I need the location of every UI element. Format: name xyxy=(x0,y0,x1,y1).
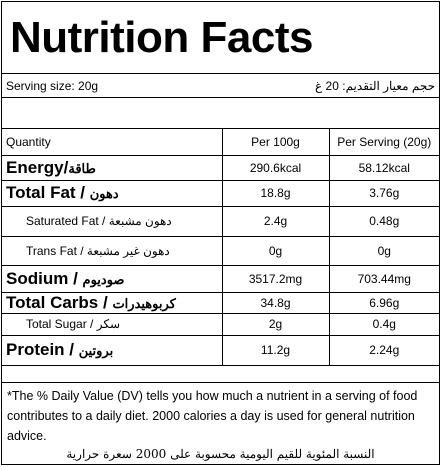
nutrient-name-ar: صوديوم xyxy=(82,271,125,287)
nutrient-label: Protein / بروتين xyxy=(2,334,223,366)
nutrient-name-ar: دهون غير مشبعة xyxy=(86,243,170,258)
value-per-100g: 3517.2mg xyxy=(221,264,330,293)
nutrient-name-en: Total Fat xyxy=(6,183,76,202)
row-sodium: Sodium / صوديوم 3517.2mg 703.44mg xyxy=(2,264,439,293)
row-trans-fat: Trans Fat / دهون غير مشبعة 0g 0g xyxy=(2,235,439,266)
value-per-100g: 290.6kcal xyxy=(221,154,330,181)
nutrient-name-en: Total Carbs xyxy=(6,292,99,312)
nutrient-name-en: Saturated Fat xyxy=(26,214,99,228)
nutrient-name-en: Total Sugar xyxy=(26,317,87,331)
header-per-100g: Per 100g xyxy=(221,129,330,156)
value-per-100g: 11.2g xyxy=(221,334,330,366)
row-total-fat: Total Fat / دهون 18.8g 3.76g xyxy=(2,179,439,207)
footnote-ar: النسبة المئوية للقيم اليومية محسوبة على … xyxy=(66,447,375,461)
value-per-serving: 2.24g xyxy=(328,334,439,366)
value-per-serving: 6.96g xyxy=(328,291,439,314)
value-per-serving: 3.76g xyxy=(328,179,439,207)
nutrient-name-ar: دهون مشبعة xyxy=(108,214,172,228)
header-quantity: Quantity xyxy=(2,129,223,156)
footnote-en: *The % Daily Value (DV) tells you how mu… xyxy=(7,389,418,443)
nutrient-name-ar: بروتين xyxy=(78,343,114,358)
nutrient-name-ar: كربوهيدرات xyxy=(112,295,176,311)
value-per-100g: 0g xyxy=(221,235,330,266)
value-per-serving: 703.44mg xyxy=(328,264,439,293)
table-top-divider xyxy=(2,128,439,129)
nutrient-label: Total Fat / دهون xyxy=(2,179,223,207)
nutrient-name-ar: دهون xyxy=(89,186,119,201)
value-per-100g: 34.8g xyxy=(221,291,330,314)
row-protein: Protein / بروتين 11.2g 2.24g xyxy=(2,334,439,366)
value-per-100g: 2g xyxy=(221,312,330,336)
nutrient-label: Energy/طاقة xyxy=(2,154,223,181)
nutrient-label: Total Sugar / سكر xyxy=(2,312,223,336)
table-header-row: Quantity Per 100g Per Serving (20g) xyxy=(2,129,439,156)
nutrient-label: Total Carbs / كربوهيدرات xyxy=(2,291,223,314)
nutrient-name-ar: سكر xyxy=(96,317,121,331)
nutrition-table: Quantity Per 100g Per Serving (20g) Ener… xyxy=(2,129,439,366)
nutrient-name-ar: طاقة xyxy=(68,160,96,176)
serving-size-en: Serving size: 20g xyxy=(6,79,99,93)
nutrient-label: Trans Fat / دهون غير مشبعة xyxy=(2,235,223,266)
row-energy: Energy/طاقة 290.6kcal 58.12kcal xyxy=(2,154,439,181)
nutrient-name-en: Sodium xyxy=(6,268,69,288)
header-per-serving: Per Serving (20g) xyxy=(328,129,439,156)
row-total-sugar: Total Sugar / سكر 2g 0.4g xyxy=(2,312,439,336)
title-divider xyxy=(2,73,439,74)
label-title: Nutrition Facts xyxy=(10,13,313,62)
value-per-serving: 0.48g xyxy=(328,205,439,237)
nutrient-label: Saturated Fat / دهون مشبعة xyxy=(2,205,223,237)
footnote-divider xyxy=(2,382,439,383)
value-per-serving: 0.4g xyxy=(328,312,439,336)
nutrient-label: Sodium / صوديوم xyxy=(2,264,223,293)
serving-divider xyxy=(2,97,439,98)
nutrient-name-en: Trans Fat xyxy=(26,243,77,258)
nutrient-name-en: Energy xyxy=(6,157,64,177)
value-per-100g: 2.4g xyxy=(221,205,330,237)
value-per-serving: 0g xyxy=(328,235,439,266)
row-saturated-fat: Saturated Fat / دهون مشبعة 2.4g 0.48g xyxy=(2,205,439,237)
row-total-carbs: Total Carbs / كربوهيدرات 34.8g 6.96g xyxy=(2,291,439,314)
value-per-100g: 18.8g xyxy=(221,179,330,207)
value-per-serving: 58.12kcal xyxy=(328,154,439,181)
serving-size-ar: حجم معيار التقديم: 20 غ xyxy=(315,79,435,93)
nutrient-name-en: Protein xyxy=(6,340,65,359)
